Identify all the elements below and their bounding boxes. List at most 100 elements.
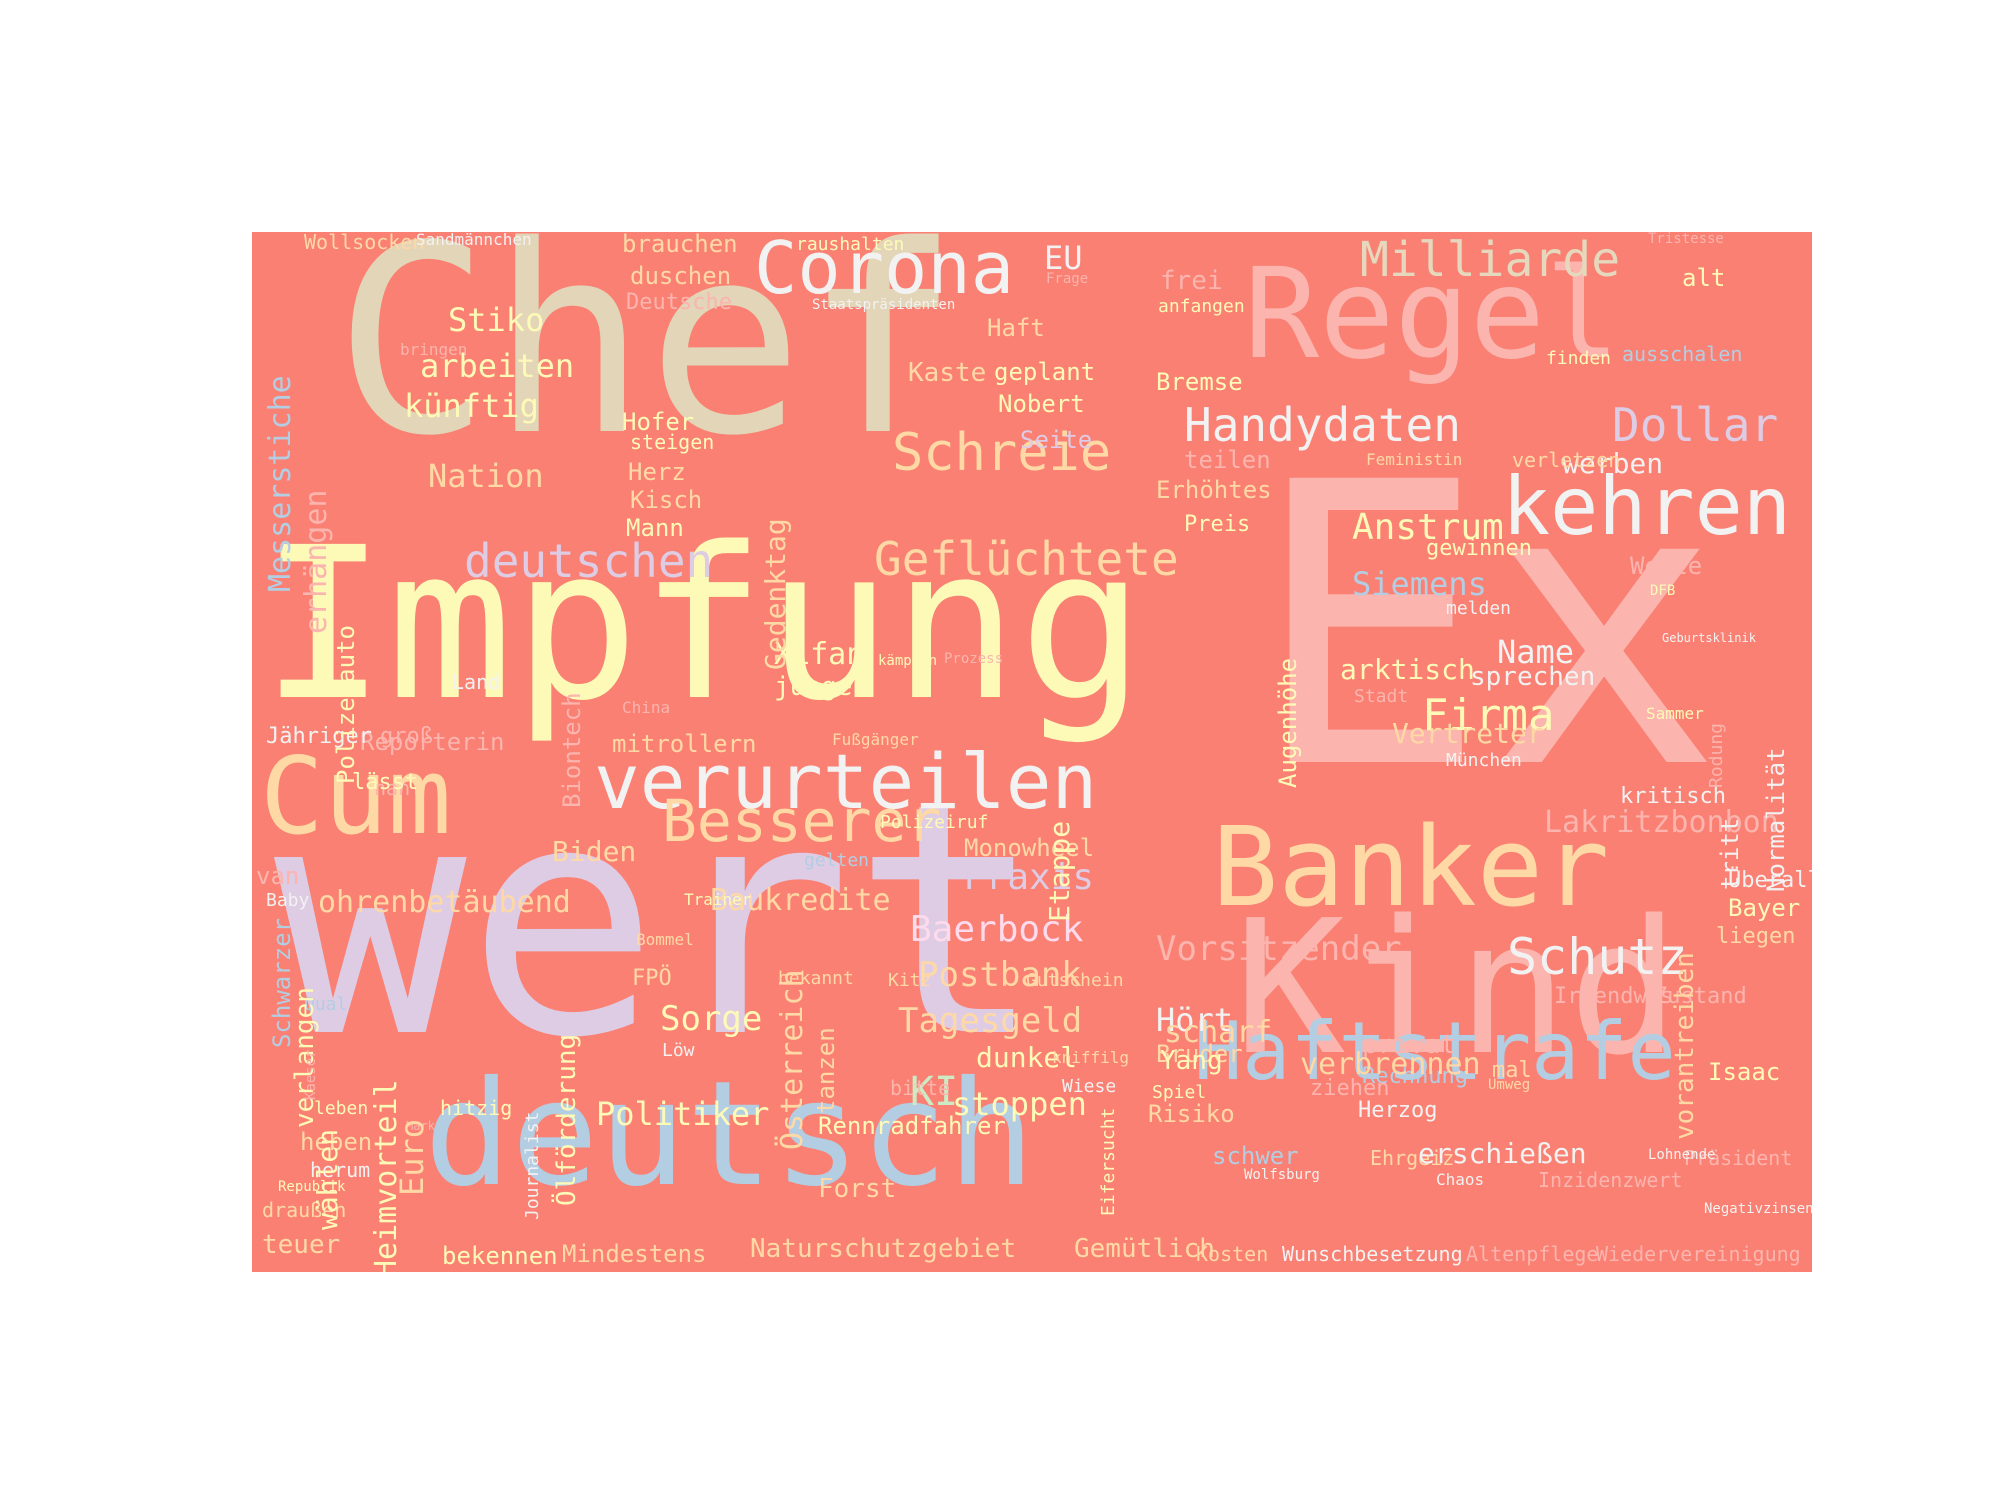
cloud-word: wählen: [311, 1128, 344, 1230]
cloud-word: Herzog: [1358, 1098, 1438, 1123]
cloud-word: ohrenbetäubend: [318, 885, 571, 920]
cloud-word: Kisch: [630, 486, 703, 514]
cloud-word: Schreie: [892, 423, 1112, 483]
cloud-word: arktisch: [1340, 653, 1475, 686]
cloud-word: Hofer: [622, 408, 695, 436]
cloud-word: Prozess: [944, 651, 1004, 667]
cloud-word: Frage: [1046, 271, 1089, 287]
cloud-word: sprechen: [1470, 662, 1596, 692]
word-cloud: Chef Ex Impfung wert deutsch Kind Regel Cum Bank…: [252, 232, 1812, 1272]
cloud-word: Vertreter: [1392, 717, 1544, 750]
cloud-word: Sorge: [660, 999, 763, 1039]
cloud-word: künftig: [404, 387, 539, 425]
cloud-word: verletzen: [1512, 448, 1621, 472]
cloud-word: Ehrgeiz: [1370, 1146, 1455, 1170]
cloud-word: Rodung: [1706, 722, 1727, 788]
cloud-word: kehren: [1502, 460, 1791, 553]
cloud-word: Mann: [626, 514, 684, 542]
cloud-word: Siemens: [1352, 565, 1487, 603]
cloud-word: Staatspräsidenten: [812, 297, 956, 313]
cloud-word: deutschen: [464, 534, 714, 588]
cloud-word: Reporterin: [360, 728, 505, 756]
cloud-word: Yang: [1160, 1046, 1223, 1076]
cloud-word: Polizeiruf: [880, 812, 989, 833]
cloud-word: Gemütlich: [1074, 1234, 1215, 1264]
cloud-word: Stadt: [1354, 686, 1409, 707]
cloud-word: Haft: [987, 314, 1045, 342]
cloud-word: Wiedervereinigung: [1596, 1242, 1801, 1266]
cloud-word: Impfung: [260, 502, 1146, 747]
cloud-word: Tagesgeld: [898, 1001, 1083, 1041]
cloud-word: erhängen: [299, 489, 334, 635]
cloud-word: Chaos: [1436, 1170, 1485, 1189]
cloud-word: Regel: [1244, 242, 1621, 387]
cloud-word: duschen: [630, 262, 732, 290]
cloud-word: Kaste: [908, 358, 987, 388]
cloud-word: frei: [1160, 266, 1223, 296]
cloud-word: Dollar: [1612, 398, 1779, 452]
cloud-word: van: [256, 862, 300, 890]
cloud-word: Forst: [818, 1174, 897, 1204]
cloud-word: steigen: [630, 430, 715, 454]
cloud-word: heben: [300, 1128, 373, 1156]
cloud-word: EU: [1044, 239, 1083, 277]
cloud-word: Handydaten: [1184, 398, 1461, 452]
cloud-word: Eifersucht: [1098, 1107, 1119, 1216]
cloud-word: Sandmännchen: [416, 232, 532, 249]
cloud-word: Gedenktag: [759, 518, 792, 670]
cloud-word: Wiese: [1062, 1076, 1117, 1097]
cloud-word: leben: [314, 1098, 369, 1119]
cloud-word: Bruder: [1156, 1040, 1243, 1068]
cloud-word: DFB: [1650, 583, 1676, 599]
cloud-word: stoppen: [952, 1085, 1087, 1123]
cloud-word: kniffilg: [1052, 1048, 1130, 1067]
cloud-word: raushalten: [796, 234, 905, 255]
cloud-word: Seite: [1020, 426, 1093, 454]
cloud-word: mal: [1492, 1058, 1532, 1083]
cloud-word: Lakritzbonbon: [1544, 805, 1779, 840]
cloud-word: Polizeiauto: [332, 625, 360, 784]
cloud-word: Geburtsklinik: [1662, 631, 1756, 645]
cloud-word: Nation: [428, 457, 544, 495]
cloud-word: bekannt: [778, 968, 854, 989]
cloud-word: Rechnung: [1362, 1064, 1468, 1089]
cloud-word: Politiker: [596, 1095, 770, 1133]
cloud-word: Bremse: [1156, 368, 1243, 396]
cloud-word: vorantreiben: [1670, 952, 1700, 1140]
cloud-word: Irgendwas: [1554, 984, 1674, 1009]
cloud-word: anfangen: [1158, 296, 1245, 317]
cloud-word: Trainer: [684, 890, 752, 909]
cloud-word: Heimvorteil: [369, 1079, 404, 1272]
cloud-word: Besserer: [662, 787, 942, 855]
cloud-word: Haftstrafe: [1194, 1005, 1676, 1098]
cloud-word: Altenpflege: [1466, 1242, 1599, 1266]
cloud-word: Bayer: [1728, 894, 1801, 922]
cloud-word: privat: [1362, 1030, 1456, 1060]
cloud-word: Vorsitzender: [1156, 929, 1402, 969]
cloud-word: Wollsocken: [304, 232, 425, 254]
cloud-word: Spiel: [1152, 1082, 1207, 1103]
cloud-word: Preis: [1184, 512, 1251, 537]
cloud-word: mitrollern: [612, 730, 757, 758]
cloud-word: Kaeser: [303, 1049, 319, 1100]
cloud-word: Corona: [754, 232, 1015, 310]
cloud-word: Cum: [260, 735, 452, 858]
cloud-word: Sammer: [1646, 704, 1704, 723]
cloud-word: Baukredite: [710, 883, 891, 918]
cloud-word: melden: [1446, 598, 1512, 619]
cloud-word: FPÖ: [632, 966, 672, 991]
cloud-word: finden: [1546, 348, 1612, 369]
cloud-word: verurteilen: [594, 737, 1098, 826]
cloud-word: bringen: [400, 340, 468, 359]
cloud-word: Welle: [1630, 552, 1703, 580]
cloud-word: Mindestens: [562, 1240, 707, 1268]
cloud-word: Herz: [628, 458, 686, 486]
cloud-word: Kosten: [1196, 1242, 1269, 1266]
cloud-word: Fußgänger: [832, 730, 919, 749]
cloud-word: Baby: [266, 890, 310, 911]
cloud-word: Naturschutzgebiet: [750, 1234, 1017, 1264]
cloud-word: Chef: [334, 232, 961, 493]
cloud-word: brauchen: [622, 232, 738, 258]
cloud-word: Xifan: [774, 637, 865, 672]
cloud-word: geplant: [994, 358, 1096, 386]
